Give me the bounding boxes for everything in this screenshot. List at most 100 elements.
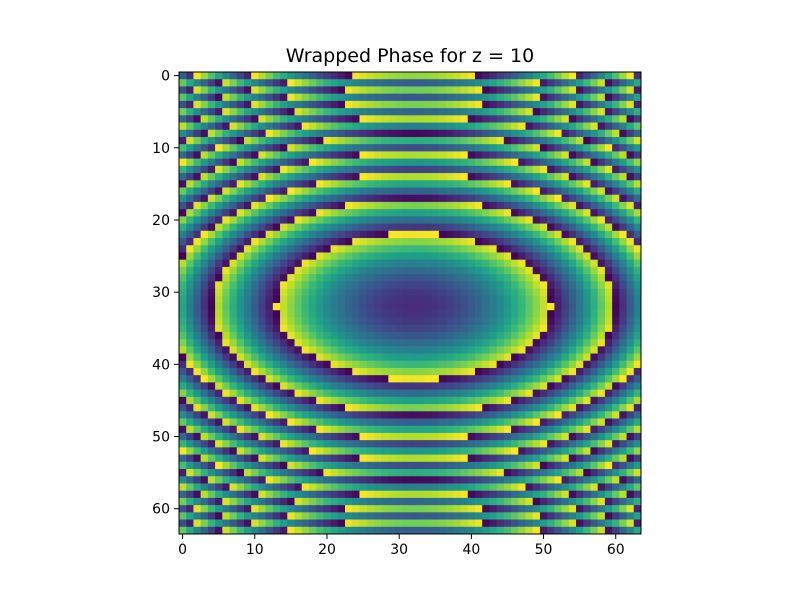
heatmap-cell [236, 440, 245, 448]
heatmap-cell [576, 252, 584, 261]
heatmap-cell [222, 331, 230, 340]
heatmap-cell [179, 404, 187, 412]
heatmap-cell [626, 93, 635, 102]
heatmap-cell [222, 230, 230, 239]
heatmap-cell [330, 411, 339, 419]
heatmap-cell [373, 389, 382, 398]
heatmap-cell [482, 490, 490, 499]
heatmap-cell [402, 505, 411, 513]
heatmap-cell [352, 447, 360, 455]
heatmap-cell [410, 108, 418, 116]
heatmap-cell [323, 180, 331, 188]
heatmap-cell [453, 245, 461, 253]
heatmap-cell [330, 274, 339, 282]
heatmap-cell [633, 115, 642, 123]
heatmap-cell [251, 512, 259, 520]
heatmap-cell [236, 454, 245, 463]
heatmap-cell [207, 209, 216, 217]
heatmap-cell [597, 281, 606, 289]
heatmap-cell [489, 187, 498, 196]
heatmap-cell [222, 194, 230, 203]
heatmap-cell [207, 389, 216, 398]
heatmap-cell [179, 115, 187, 123]
heatmap-cell [272, 382, 281, 391]
heatmap-cell [431, 389, 440, 398]
heatmap-cell [489, 281, 498, 289]
heatmap-cell [207, 79, 216, 87]
heatmap-cell [554, 122, 562, 131]
heatmap-cell [590, 144, 599, 152]
heatmap-cell [590, 187, 599, 196]
heatmap-cell [489, 100, 498, 109]
heatmap-cell [352, 245, 360, 253]
heatmap-cell [590, 367, 599, 376]
heatmap-cell [200, 194, 209, 203]
heatmap-cell [179, 454, 187, 463]
heatmap-cell [496, 404, 505, 412]
heatmap-cell [417, 144, 425, 152]
heatmap-cell [619, 346, 627, 354]
heatmap-cell [352, 418, 360, 427]
heatmap-cell [330, 100, 339, 109]
heatmap-cell [482, 382, 490, 391]
heatmap-cell [323, 497, 331, 506]
heatmap-cell [316, 158, 324, 167]
heatmap-cell [323, 295, 331, 304]
heatmap-cell [576, 346, 584, 354]
heatmap-cell [207, 108, 216, 116]
heatmap-cell [207, 526, 216, 535]
heatmap-cell [525, 115, 534, 123]
heatmap-cell [222, 418, 230, 427]
heatmap-cell [633, 151, 642, 160]
heatmap-cell [583, 158, 591, 167]
heatmap-cell [200, 295, 209, 304]
heatmap-cell [207, 93, 216, 102]
heatmap-cell [352, 425, 360, 434]
heatmap-cell [272, 425, 281, 434]
heatmap-cell [431, 136, 440, 145]
heatmap-cell [272, 490, 281, 499]
heatmap-cell [381, 461, 389, 470]
heatmap-cell [222, 389, 230, 398]
heatmap-cell [460, 230, 469, 239]
heatmap-cell [467, 151, 476, 160]
heatmap-cell [410, 432, 418, 441]
heatmap-cell [301, 216, 310, 224]
heatmap-cell [489, 367, 498, 376]
heatmap-cell [554, 93, 562, 102]
heatmap-cell [619, 396, 627, 405]
heatmap-cell [229, 201, 238, 210]
heatmap-cell [446, 418, 454, 427]
heatmap-cell [453, 209, 461, 217]
heatmap-cell [366, 382, 375, 391]
heatmap-cell [373, 187, 382, 196]
heatmap-cell [496, 79, 505, 87]
heatmap-cell [323, 519, 331, 528]
heatmap-cell [222, 339, 230, 347]
heatmap-cell [301, 497, 310, 506]
heatmap-cell [518, 93, 526, 102]
heatmap-cell [229, 469, 238, 477]
heatmap-cell [366, 447, 375, 455]
heatmap-cell [446, 353, 454, 362]
heatmap-cell [532, 411, 541, 419]
heatmap-cell [511, 295, 519, 304]
heatmap-cell [222, 505, 230, 513]
heatmap-cell [215, 418, 223, 427]
heatmap-cell [474, 411, 483, 419]
heatmap-cell [395, 108, 404, 116]
heatmap-cell [200, 122, 209, 131]
heatmap-cell [554, 165, 562, 174]
heatmap-cell [503, 122, 512, 131]
heatmap-cell [186, 461, 194, 470]
heatmap-cell [438, 165, 447, 174]
heatmap-cell [525, 483, 534, 492]
heatmap-cell [186, 454, 194, 463]
heatmap-cell [215, 216, 223, 224]
heatmap-cell [438, 389, 447, 398]
heatmap-cell [381, 165, 389, 174]
heatmap-cell [215, 440, 223, 448]
heatmap-cell [301, 526, 310, 535]
heatmap-cell [525, 93, 534, 102]
heatmap-cell [395, 209, 404, 217]
